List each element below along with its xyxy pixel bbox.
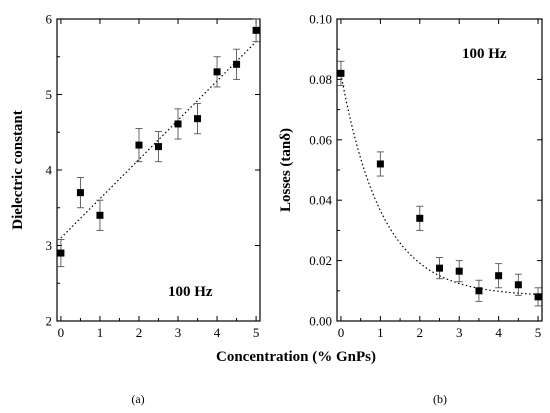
panel-a-marker <box>155 143 162 151</box>
panel-a-data-point <box>57 239 65 268</box>
panel-b-marker <box>514 281 522 289</box>
panel-b-x-tick-label: 3 <box>456 325 463 340</box>
panel-b-marker <box>436 264 443 272</box>
panel-a-marker <box>252 26 260 34</box>
panel-b-data-point <box>514 273 522 296</box>
panel-a-y-tick-label: 2 <box>46 314 53 329</box>
panel-a-data-point <box>174 108 182 140</box>
panel-a-y-tick-label: 5 <box>46 87 53 102</box>
panel-a-x-tick-label: 3 <box>175 325 182 340</box>
panel-a-marker <box>213 68 221 76</box>
panel-b-x-tick-label: 0 <box>338 325 345 340</box>
panel-b-data-point <box>534 287 542 307</box>
panel-a-marker <box>233 60 241 68</box>
panel-a-y-tick-label: 4 <box>46 163 53 178</box>
panel-a-y-tick-label: 3 <box>46 238 53 253</box>
panel-a-x-tick-label: 1 <box>97 325 104 340</box>
panel-b-marker <box>337 69 345 77</box>
panel-a-data-point <box>76 177 84 209</box>
panel-b-data-point <box>455 260 463 283</box>
panel-b-data-point <box>475 279 483 302</box>
panel-a: 0 1 2 3 4 5 2 3 4 5 6 Dielectric constant 100 Hz (… <box>10 12 261 406</box>
panel-b-data-point <box>436 257 443 280</box>
panel-b-y-axis-label: Losses (tanδ) <box>278 128 294 212</box>
panel-b-annotation: 100 Hz <box>462 46 507 62</box>
panel-a-marker <box>96 211 104 219</box>
panel-b-marker <box>534 293 542 301</box>
panel-a-data-point <box>252 18 260 43</box>
panel-b-x-tick-label: 5 <box>535 325 542 340</box>
panel-b-data-point <box>495 263 503 289</box>
panel-b-marks <box>337 60 542 307</box>
panel-a-x-tick-label: 0 <box>58 325 65 340</box>
panel-b-y-tick-label: 0.04 <box>309 193 332 208</box>
panel-a-plot-area <box>56 18 261 322</box>
panel-b-x-tick-label: 1 <box>377 325 384 340</box>
panel-a-caption: (a) <box>131 392 144 406</box>
panel-b-y-tick-label: 0.00 <box>309 314 332 329</box>
shared-x-axis-label: Concentration (% GnPs) <box>216 349 376 365</box>
panel-a-data-point <box>155 131 162 163</box>
panel-b-marker <box>455 267 463 275</box>
panel-a-x-tick-label: 4 <box>214 325 221 340</box>
panel-b-x-tick-label: 2 <box>417 325 424 340</box>
panel-a-marker <box>135 141 143 149</box>
panel-a-data-point <box>213 56 221 88</box>
panel-a-data-point <box>233 48 241 80</box>
panel-a-data-point <box>194 103 202 135</box>
panel-a-data-point <box>96 199 104 231</box>
panel-a-marker <box>174 120 182 128</box>
panel-b-trend-curve <box>340 74 539 295</box>
panel-b-y-tick-label: 0.02 <box>309 253 332 268</box>
panel-b-marker <box>495 272 503 280</box>
panel-b-fit-curve <box>340 74 539 295</box>
panel-b-marker <box>475 287 483 295</box>
panel-b-marker <box>376 160 384 168</box>
panel-a-y-axis-label: Dielectric constant <box>10 110 26 230</box>
panel-b-y-tick-label: 0.06 <box>309 132 332 147</box>
panel-a-annotation: 100 Hz <box>168 284 213 300</box>
panel-b-y-tick-label: 0.08 <box>309 72 332 87</box>
panel-b-data-point <box>376 151 384 177</box>
panel-b-axes: 0 1 2 3 4 5 0.00 0.02 0.04 0.06 0.08 0.10 <box>309 12 542 340</box>
panel-b-marker <box>416 214 424 222</box>
panel-b-x-tick-label: 4 <box>495 325 502 340</box>
panel-a-y-tick-label: 6 <box>46 12 53 27</box>
panel-b: 0 1 2 3 4 5 0.00 0.02 0.04 0.06 0.08 0.10 Losses (t… <box>278 12 543 406</box>
panel-a-marker <box>57 249 65 257</box>
panel-a-marker <box>76 189 84 197</box>
panel-b-data-point <box>416 205 424 231</box>
panel-a-x-tick-label: 5 <box>253 325 260 340</box>
panel-b-data-point <box>337 60 345 86</box>
panel-a-axes: 0 1 2 3 4 5 2 3 4 5 6 <box>46 12 260 340</box>
panel-b-y-tick-label: 0.10 <box>309 12 332 27</box>
panel-a-marks <box>57 18 260 268</box>
panel-a-data-point <box>135 128 143 163</box>
panel-b-caption: (b) <box>433 392 447 406</box>
panel-a-x-tick-label: 2 <box>136 325 143 340</box>
panel-a-marker <box>194 115 202 123</box>
